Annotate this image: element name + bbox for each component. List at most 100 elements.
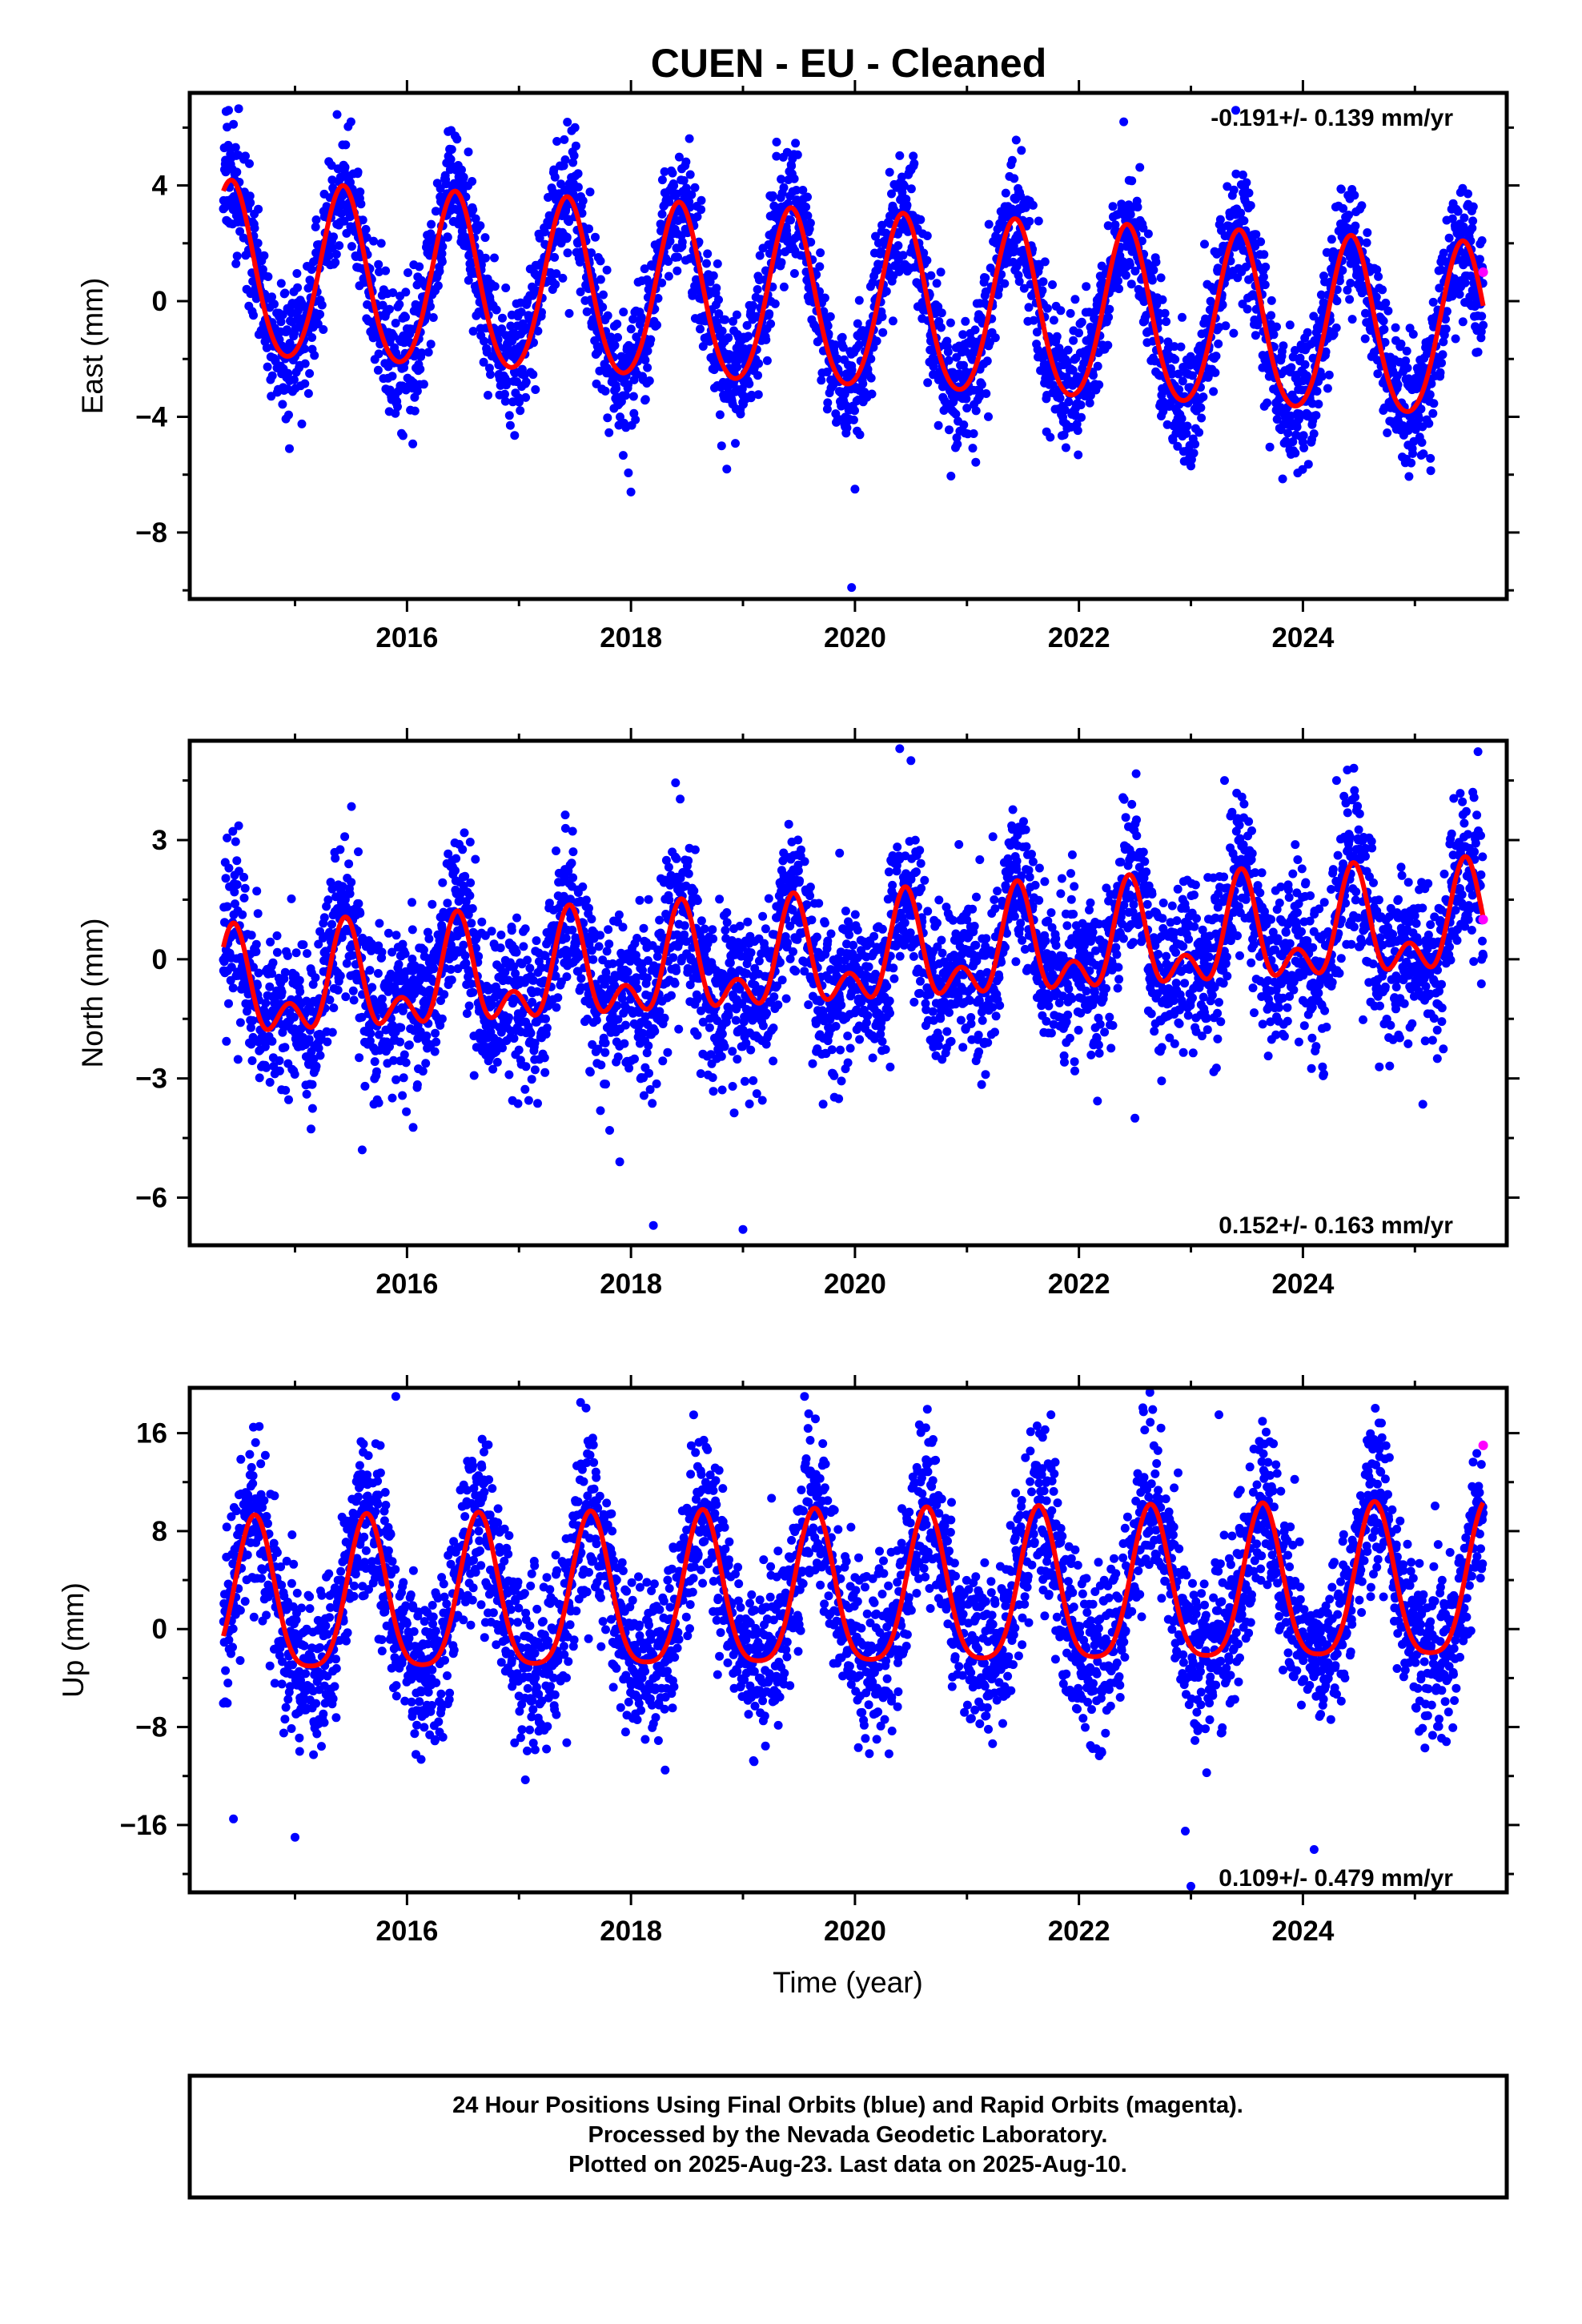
data-point [598, 303, 608, 312]
data-point [435, 267, 444, 276]
data-point [1170, 355, 1180, 364]
data-point [1251, 230, 1261, 239]
data-point [278, 310, 287, 320]
data-point [626, 487, 636, 497]
data-point [355, 909, 365, 918]
data-point [280, 1043, 290, 1052]
data-point [523, 955, 532, 965]
data-point [717, 326, 727, 336]
data-point [570, 123, 580, 132]
data-point [815, 262, 825, 271]
data-point [276, 279, 286, 288]
data-point [240, 883, 250, 893]
data-point [560, 135, 569, 144]
data-point [295, 975, 304, 985]
data-point [847, 583, 857, 593]
data-point [1479, 320, 1488, 330]
data-point [252, 887, 262, 896]
data-point [319, 325, 328, 334]
data-point [977, 380, 986, 389]
data-point [668, 168, 677, 178]
data-point [234, 104, 243, 114]
data-point [1404, 472, 1414, 481]
data-point [801, 203, 811, 211]
data-point [604, 428, 614, 437]
data-point [325, 995, 335, 1005]
data-point [232, 880, 242, 890]
data-point [643, 346, 652, 356]
data-point [374, 259, 383, 269]
data-point [254, 968, 263, 978]
data-point [1417, 438, 1427, 447]
data-point [1052, 332, 1062, 341]
data-point [311, 215, 321, 224]
data-point [1191, 440, 1200, 449]
data-point [1182, 421, 1192, 431]
data-point [602, 265, 612, 275]
data-point [366, 1029, 375, 1038]
data-point [416, 364, 425, 374]
data-point [1435, 368, 1445, 377]
data-point [300, 344, 309, 354]
data-point [498, 313, 507, 323]
data-point [307, 265, 316, 274]
data-point [1291, 448, 1300, 458]
data-point [233, 1055, 243, 1064]
data-point [462, 1009, 472, 1019]
data-point [1056, 306, 1066, 316]
data-point [346, 117, 355, 127]
data-point [533, 1099, 542, 1108]
data-point [1055, 393, 1065, 403]
data-point [1259, 272, 1268, 282]
data-point [1215, 215, 1225, 224]
data-point [902, 200, 912, 210]
data-point [353, 167, 363, 177]
data-point [501, 283, 511, 292]
data-point [276, 317, 286, 327]
data-point [1332, 296, 1342, 306]
data-point [1077, 412, 1086, 422]
data-point [1299, 443, 1309, 452]
data-point [474, 951, 484, 961]
data-point [681, 157, 691, 167]
data-point [532, 936, 541, 946]
data-point [1197, 413, 1207, 423]
data-point [562, 232, 572, 242]
data-point [791, 139, 801, 148]
data-point [1357, 201, 1367, 211]
data-point [311, 973, 320, 983]
data-point [468, 205, 478, 215]
data-point [300, 359, 310, 368]
data-point [753, 390, 763, 400]
data-point [319, 913, 329, 923]
data-point [850, 485, 860, 494]
data-point [1260, 280, 1270, 290]
data-point [981, 273, 990, 283]
data-point [404, 1040, 414, 1050]
data-point [945, 425, 954, 435]
data-point [1278, 474, 1287, 484]
data-point [459, 172, 468, 182]
data-point [259, 251, 269, 260]
data-point [1455, 290, 1464, 299]
data-point [1256, 237, 1266, 247]
data-point [458, 845, 468, 854]
data-point [329, 1003, 339, 1012]
data-point [885, 167, 894, 177]
data-point [1303, 328, 1312, 337]
data-point [953, 440, 962, 449]
data-point [644, 376, 654, 385]
data-point [779, 282, 789, 292]
data-point [768, 191, 777, 200]
x-tick-label: 2020 [824, 622, 886, 653]
data-point [451, 866, 460, 875]
data-point [652, 320, 661, 330]
data-point [573, 183, 583, 192]
data-point [340, 163, 350, 172]
data-point [437, 1014, 447, 1023]
data-point [289, 375, 299, 384]
data-point [1263, 398, 1272, 408]
data-point [1135, 163, 1145, 172]
data-point [646, 335, 656, 344]
data-point [464, 275, 473, 285]
